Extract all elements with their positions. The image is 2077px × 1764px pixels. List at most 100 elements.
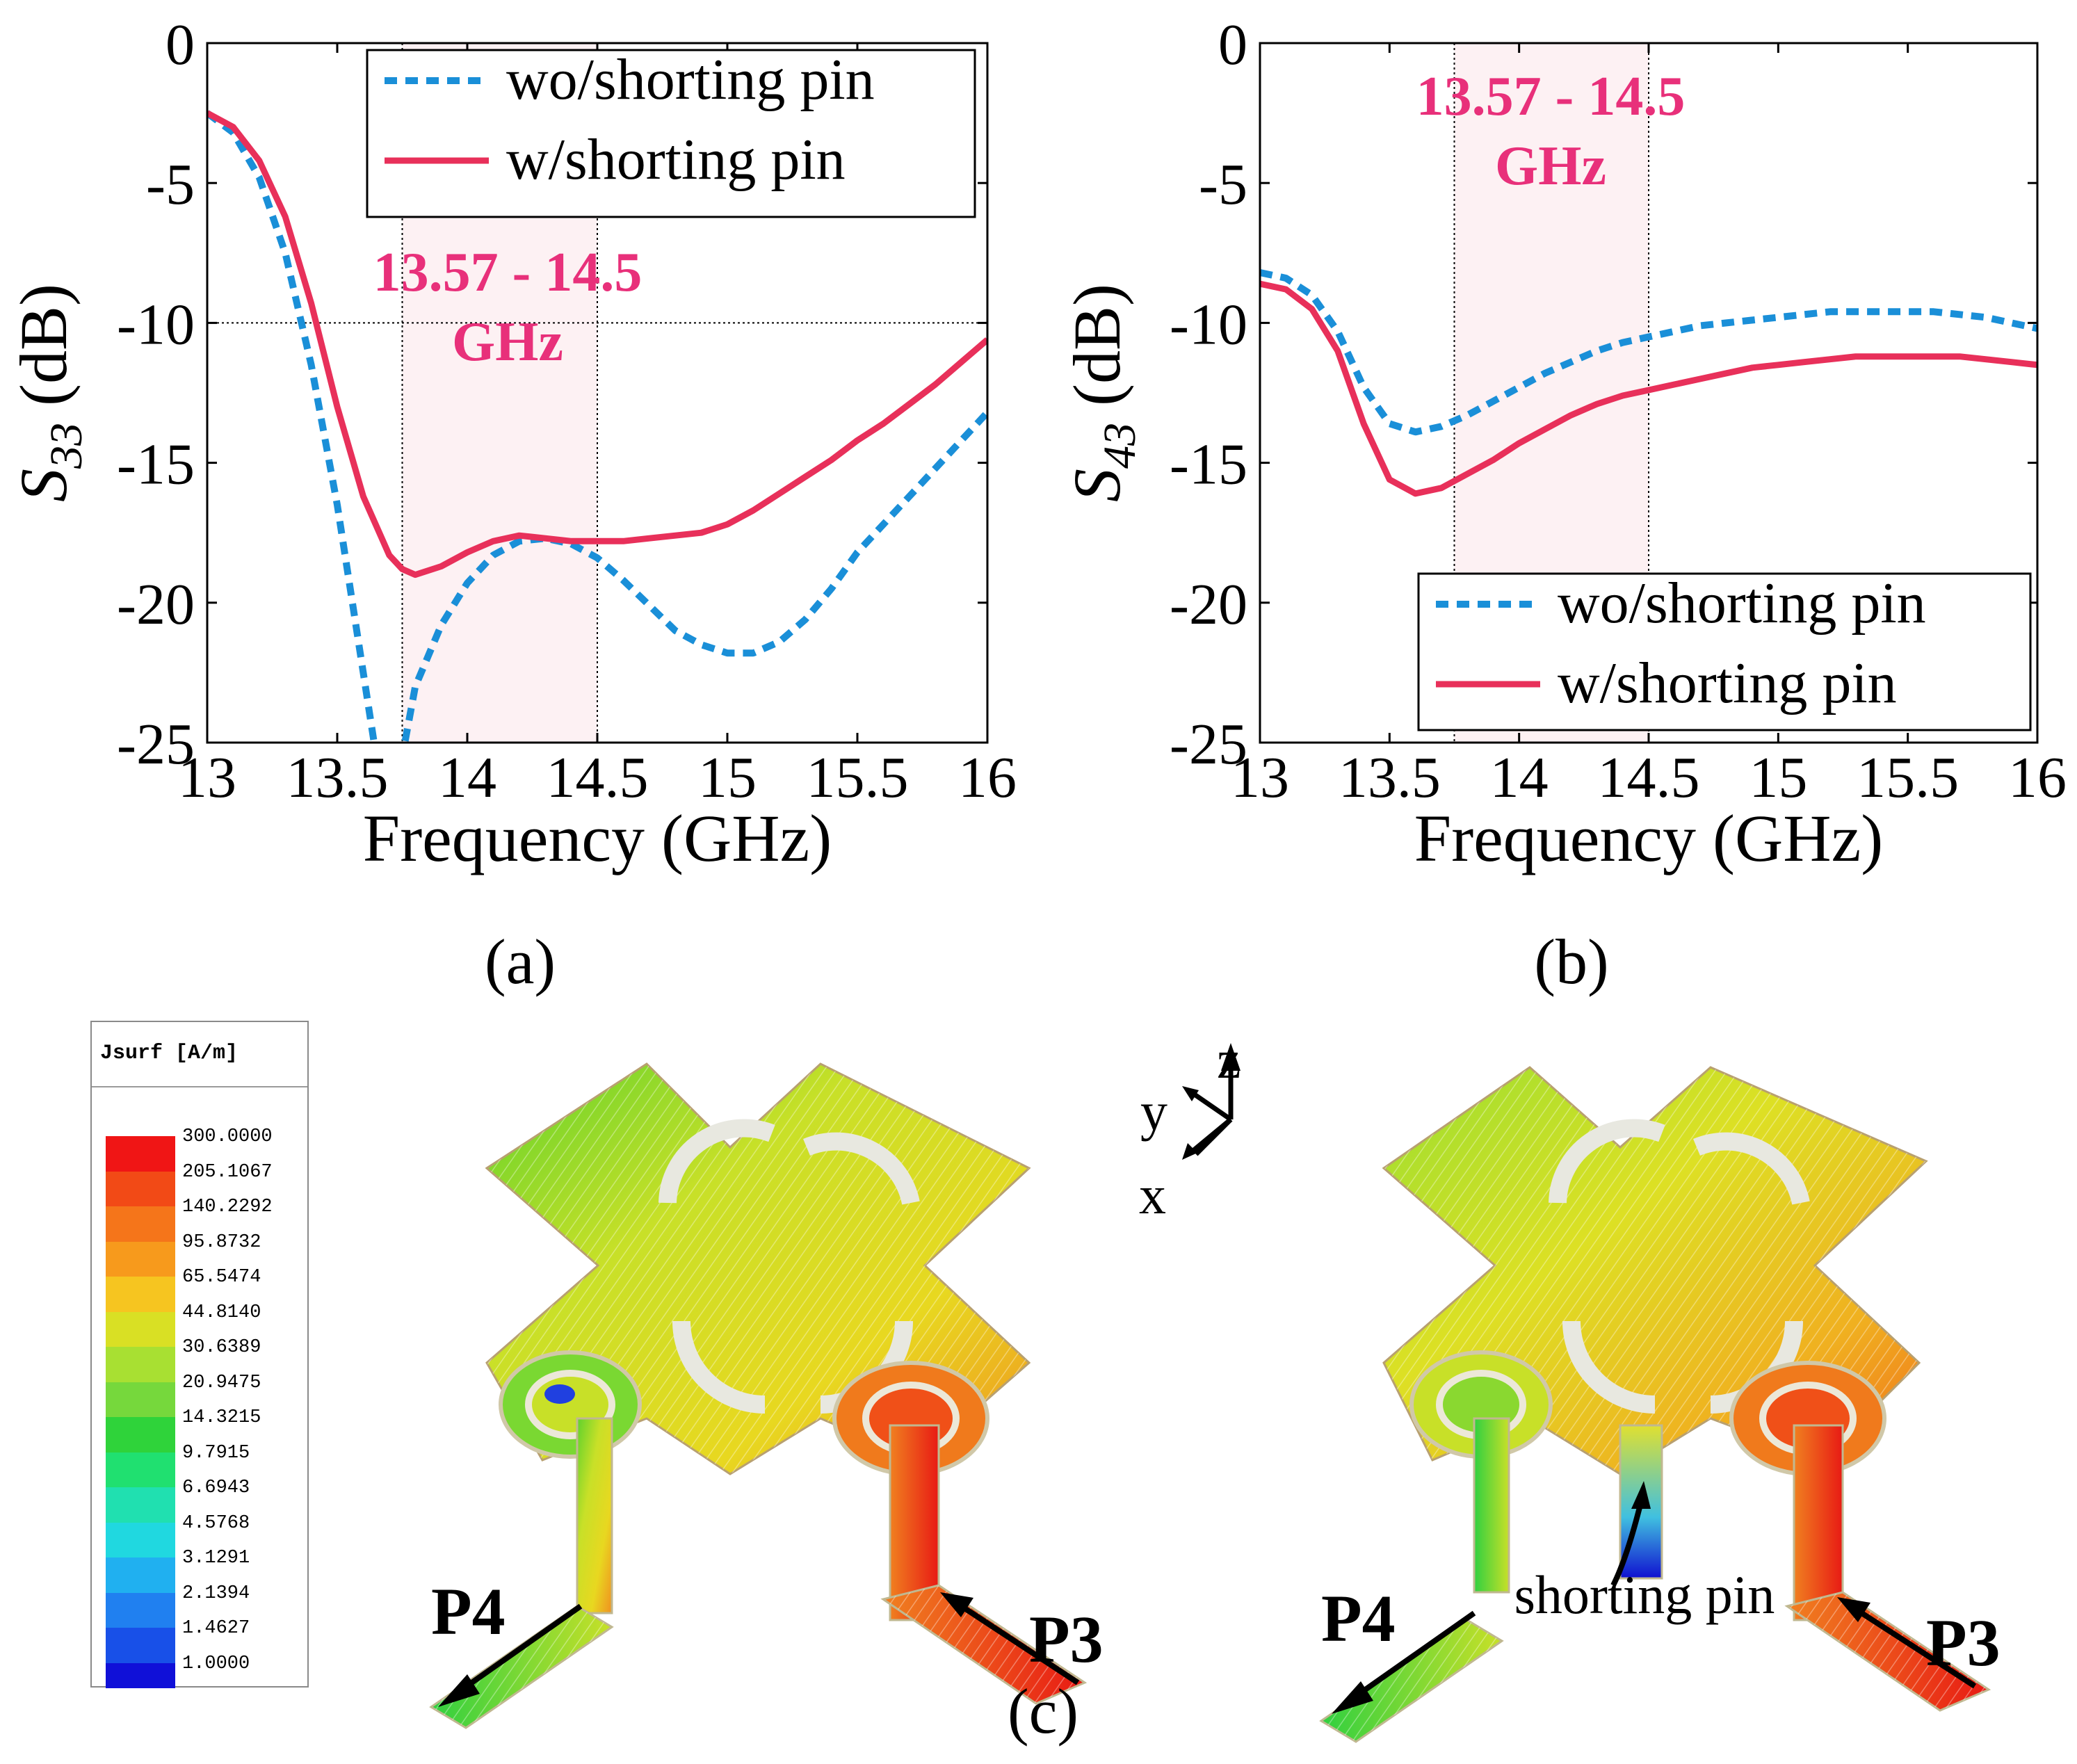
colorbar-value: 2.1394 <box>182 1583 250 1604</box>
shorting-pin-label: shorting pin <box>1514 1564 1775 1625</box>
colorbar-title: Jsurf [A/m] <box>100 1042 239 1065</box>
y-tick-label: -10 <box>1170 292 1247 357</box>
colorbar-value: 44.8140 <box>182 1302 261 1323</box>
colorbar-swatch <box>106 1171 175 1208</box>
y-tick-label: -10 <box>117 292 195 357</box>
colorbar-value: 4.5768 <box>182 1512 250 1534</box>
colorbar-value: 6.6943 <box>182 1478 250 1498</box>
colorbar-value: 95.8732 <box>182 1231 261 1253</box>
colorbar-swatch <box>106 1557 175 1594</box>
x-tick-label: 16 <box>958 745 1017 810</box>
colorbar-row: 2.1394 <box>106 1583 300 1629</box>
colorbar-value: 300.0000 <box>182 1126 273 1147</box>
colorbar-rows: 300.0000 205.1067 140.2292 95.8732 65.5474 44… <box>106 1126 300 1688</box>
model-with-pin: P4 P3 shorting pin <box>1319 1066 2001 1743</box>
colorbar-row: 20.9475 <box>106 1372 300 1418</box>
x-tick-label: 15.5 <box>807 745 909 810</box>
colorbar-row: 65.5474 <box>106 1267 300 1313</box>
colorbar-swatch <box>106 1347 175 1383</box>
colorbar-swatch <box>106 1136 175 1172</box>
legend-box <box>1417 572 2032 731</box>
x-axis-label: Frequency (GHz) <box>363 801 832 875</box>
colorbar-swatch <box>106 1522 175 1559</box>
colorbar-swatch <box>106 1417 175 1453</box>
y-tick-label: 0 <box>1218 13 1247 77</box>
colorbar-row: 4.5768 <box>106 1512 300 1559</box>
caption-a: (a) <box>484 926 556 997</box>
y-tick-label: -20 <box>117 572 195 637</box>
colorbar-swatch <box>106 1311 175 1348</box>
colorbar-legend: Jsurf [A/m] 300.0000 205.1067 140.2292 95.8… <box>90 1021 309 1688</box>
colorbar-swatch <box>106 1592 175 1629</box>
x-tick-label: 13.5 <box>286 745 389 810</box>
y-axis-label: S43 (dB) <box>1060 284 1145 502</box>
series-line-w-shorting-pin <box>1260 280 2037 497</box>
series-line-w-shorting-pin <box>207 110 987 578</box>
left-p4-label: P4 <box>431 1574 506 1649</box>
colorbar-row: 300.0000 <box>106 1126 300 1172</box>
current-distribution-images: P4 P3 z y x <box>429 1029 2001 1743</box>
colorbar-title-divider <box>92 1086 307 1087</box>
colorbar-value: 1.0000 <box>182 1653 250 1674</box>
colorbar-value: 65.5474 <box>182 1267 261 1288</box>
axis-x-label: x <box>1139 1165 1166 1225</box>
colorbar-row: 1.0000 <box>106 1653 300 1689</box>
colorbar-value: 14.3215 <box>182 1407 261 1428</box>
axis-z-label: z <box>1217 1029 1241 1090</box>
x-tick-label: 16 <box>2008 745 2067 810</box>
chart-b: 13 13.5 14 14.5 15 15.5 16 0 -5 -10 -15 -20 -25 Frequ… <box>1060 13 2067 875</box>
colorbar-swatch <box>106 1662 175 1688</box>
right-p3-label: P3 <box>1926 1605 2001 1680</box>
colorbar-value: 9.7915 <box>182 1442 250 1464</box>
colorbar-row: 6.6943 <box>106 1478 300 1523</box>
colorbar-swatch <box>106 1206 175 1243</box>
colorbar-row: 9.7915 <box>106 1442 300 1489</box>
legend-label: wo/shorting pin <box>1558 571 1926 636</box>
axis-y-label: y <box>1140 1081 1167 1142</box>
colorbar-value: 30.6389 <box>182 1337 261 1358</box>
colorbar-row: 1.4627 <box>106 1618 300 1664</box>
x-tick-label: 13 <box>1231 745 1289 810</box>
colorbar-swatch <box>106 1277 175 1313</box>
x-tick-label: 13.5 <box>1339 745 1441 810</box>
y-axis-label: S33 (dB) <box>6 284 92 502</box>
legend-label: w/shorting pin <box>506 127 846 192</box>
x-tick-label: 15.5 <box>1857 745 1959 810</box>
y-tick-label: -25 <box>1170 712 1247 777</box>
x-tick-label: 14 <box>438 745 496 810</box>
x-tick-label: 15 <box>1749 745 1807 810</box>
x-tick-label: 14 <box>1490 745 1549 810</box>
x-tick-label: 13 <box>178 745 236 810</box>
y-tick-label: -15 <box>1170 432 1247 497</box>
colorbar-value: 20.9475 <box>182 1372 261 1393</box>
colorbar-swatch <box>106 1452 175 1489</box>
coordinate-axes: z y x <box>1139 1029 1241 1225</box>
colorbar-row: 14.3215 <box>106 1407 300 1453</box>
colorbar-value: 3.1291 <box>182 1548 250 1569</box>
colorbar-swatch <box>106 1382 175 1418</box>
colorbar-row: 30.6389 <box>106 1337 300 1383</box>
y-tick-label: -5 <box>146 152 195 217</box>
colorbar-value: 1.4627 <box>182 1618 250 1639</box>
colorbar-value: 140.2292 <box>182 1197 273 1217</box>
band-label-unit: GHz <box>452 311 563 373</box>
colorbar-row: 205.1067 <box>106 1161 300 1208</box>
caption-b: (b) <box>1534 926 1609 997</box>
right-p4-label: P4 <box>1321 1581 1396 1656</box>
band-label-unit: GHz <box>1495 136 1606 197</box>
y-tick-label: 0 <box>165 13 195 77</box>
x-tick-label: 14.5 <box>1598 745 1700 810</box>
y-tick-label: -20 <box>1170 572 1247 637</box>
colorbar-swatch <box>106 1241 175 1278</box>
colorbar-row: 44.8140 <box>106 1302 300 1348</box>
left-p3-label: P3 <box>1029 1602 1104 1676</box>
colorbar-row: 3.1291 <box>106 1548 300 1594</box>
colorbar-swatch <box>106 1487 175 1523</box>
y-tick-label: -5 <box>1199 152 1247 217</box>
x-tick-label: 14.5 <box>547 745 649 810</box>
caption-c: (c) <box>1007 1676 1079 1747</box>
colorbar-value: 205.1067 <box>182 1161 273 1183</box>
x-tick-label: 15 <box>698 745 757 810</box>
y-tick-label: -25 <box>117 712 195 777</box>
x-axis-label: Frequency (GHz) <box>1414 801 1883 875</box>
